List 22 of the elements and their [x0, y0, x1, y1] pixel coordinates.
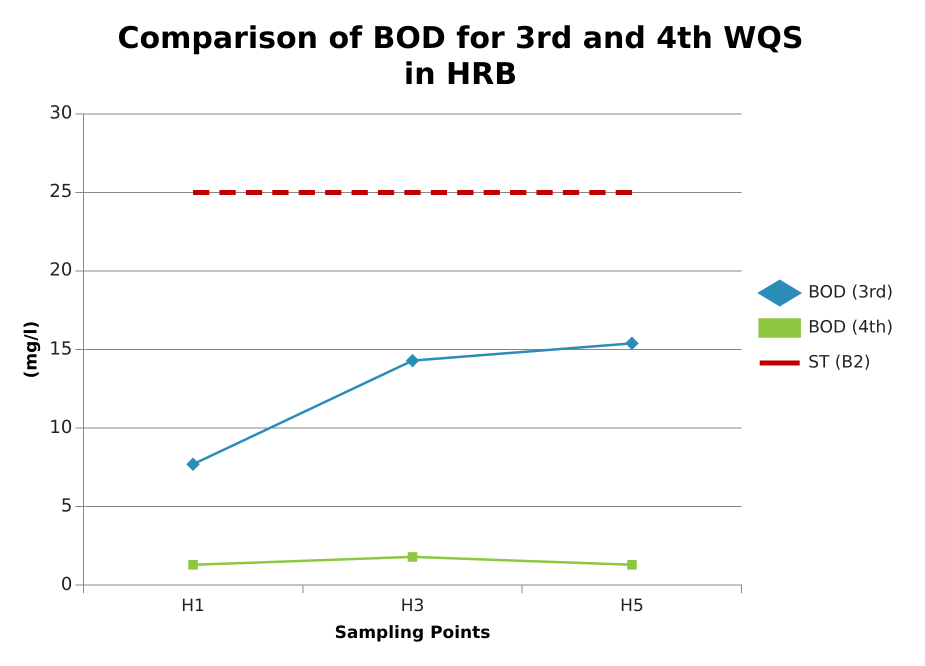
x-tick-label: H1	[181, 596, 205, 616]
x-axis-title: Sampling Points	[334, 623, 490, 644]
legend-label: BOD (3rd)	[808, 282, 894, 302]
x-tick-label: H3	[400, 596, 424, 616]
y-tick-label: 20	[49, 260, 72, 281]
point	[408, 552, 418, 562]
point	[626, 337, 638, 350]
y-tick-label: 15	[49, 338, 72, 360]
legend-label: BOD (4th)	[808, 317, 893, 338]
point	[627, 560, 637, 570]
point	[186, 458, 200, 471]
legend-label: ST (B2)	[808, 352, 871, 372]
point	[188, 560, 198, 570]
y-tick-label: 5	[60, 495, 72, 516]
y-tick-label: 30	[49, 102, 72, 124]
chart-title: Comparison of BOD for 3rd and 4th WQS in HRB	[117, 20, 804, 92]
y-tick-label: 10	[49, 416, 72, 438]
y-tick-label: 0	[60, 574, 72, 595]
y-tick-label: 25	[49, 181, 72, 202]
x-tick-label: H5	[620, 596, 644, 616]
point	[406, 354, 419, 367]
y-axis-title: (mg/l)	[22, 320, 42, 378]
